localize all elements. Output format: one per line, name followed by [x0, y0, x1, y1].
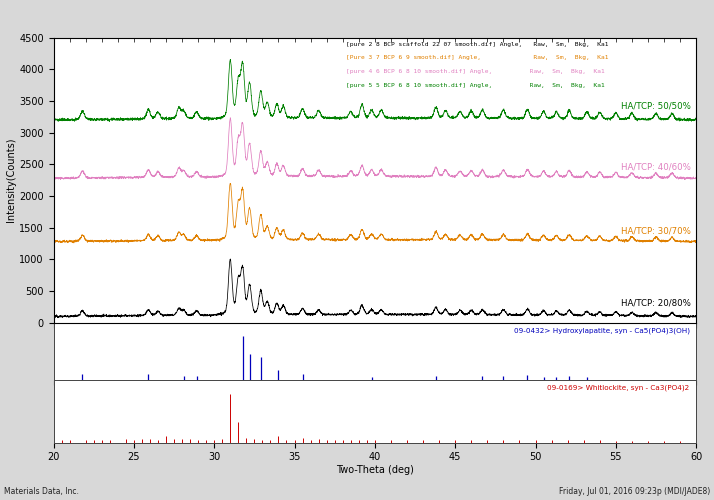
Text: Friday, Jul 01, 2016 09:23p (MDI/JADE8): Friday, Jul 01, 2016 09:23p (MDI/JADE8) — [559, 487, 710, 496]
Text: [pure 2 8 BCP scaffold 22 07 smooth.dif] Angle,   Raw,  Sm,  Bkg,  Ka1: [pure 2 8 BCP scaffold 22 07 smooth.dif]… — [346, 42, 608, 47]
Text: [pure 4 6 BCP 6 8 10 smooth.dif] Angle,          Raw,  Sm,  Bkg,  Ka1: [pure 4 6 BCP 6 8 10 smooth.dif] Angle, … — [346, 69, 605, 74]
Text: HA/TCP: 20/80%: HA/TCP: 20/80% — [621, 298, 691, 308]
Text: 09-0169> Whitlockite, syn - Ca3(PO4)2: 09-0169> Whitlockite, syn - Ca3(PO4)2 — [548, 385, 690, 392]
Text: HA/TCP: 40/60%: HA/TCP: 40/60% — [621, 162, 691, 172]
Text: Materials Data, Inc.: Materials Data, Inc. — [4, 487, 79, 496]
Y-axis label: Intensity(Counts): Intensity(Counts) — [6, 138, 16, 222]
Text: 09-0432> Hydroxylapatite, syn - Ca5(PO4)3(OH): 09-0432> Hydroxylapatite, syn - Ca5(PO4)… — [514, 328, 690, 334]
X-axis label: Two-Theta (deg): Two-Theta (deg) — [336, 465, 414, 475]
Text: HA/TCP: 30/70%: HA/TCP: 30/70% — [621, 226, 691, 235]
Text: HA/TCP: 50/50%: HA/TCP: 50/50% — [621, 102, 691, 110]
Text: [Pure 3 7 BCP 6 9 smooth.dif] Angle,              Raw,  Sm,  Bkg,  Ka1: [Pure 3 7 BCP 6 9 smooth.dif] Angle, Raw… — [346, 56, 608, 60]
Text: [pure 5 5 BCP 6 8 10 smooth.dif] Angle,          Raw,  Sm,  Bkg,  Ka1: [pure 5 5 BCP 6 8 10 smooth.dif] Angle, … — [346, 83, 605, 88]
